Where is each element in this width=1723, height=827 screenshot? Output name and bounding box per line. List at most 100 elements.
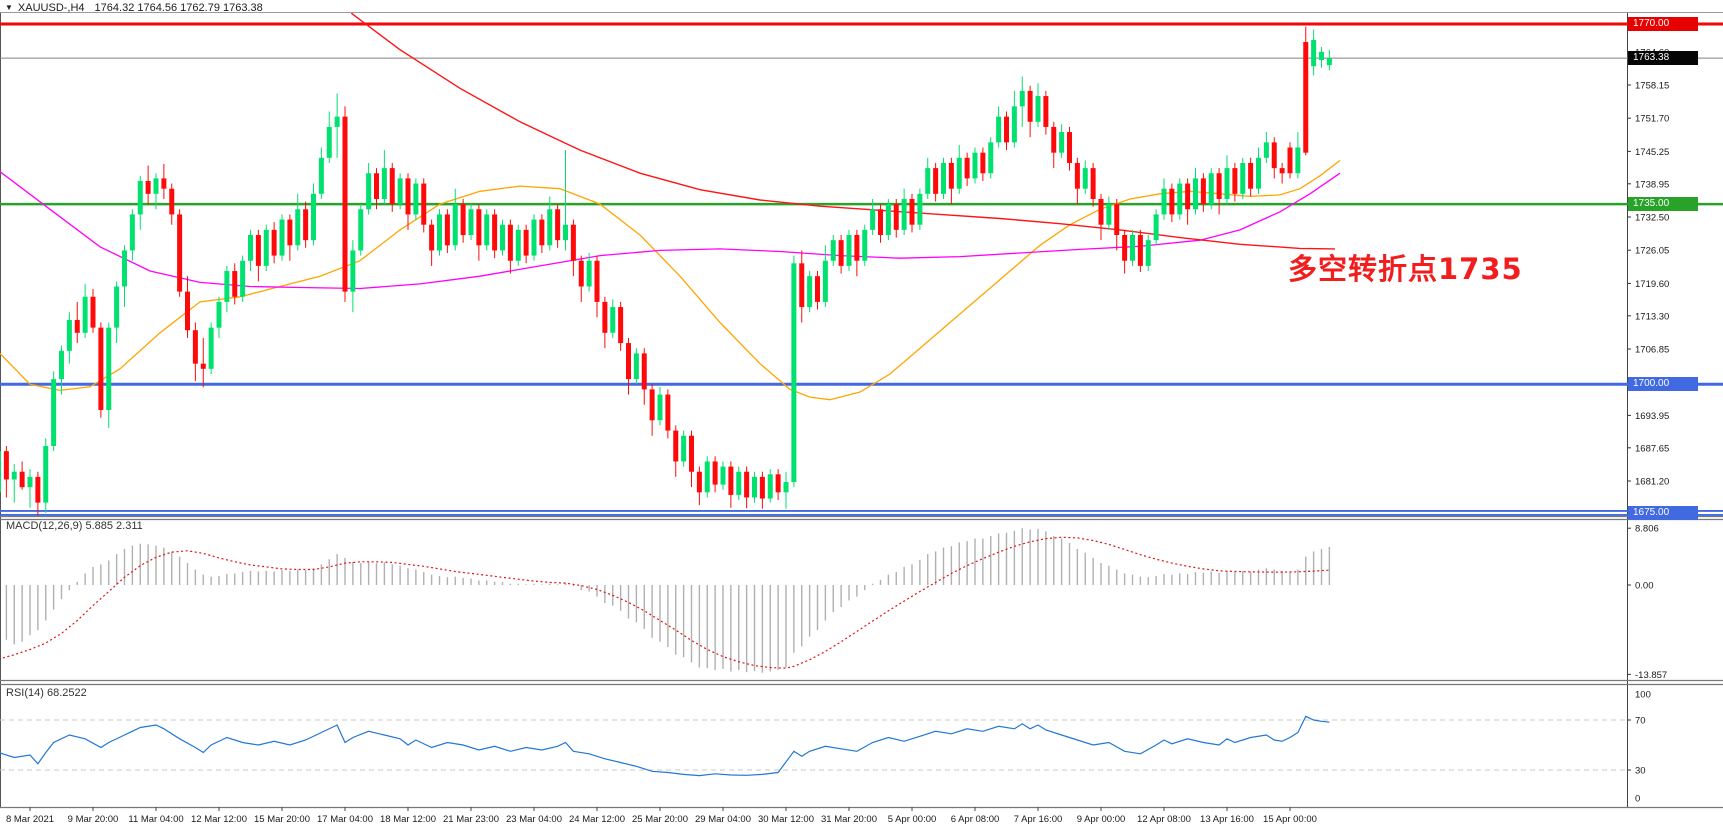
price-axis[interactable]: 1764.601758.151751.701745.251738.951732.…	[1627, 47, 1669, 805]
slow-ma-red	[350, 13, 1336, 250]
candle	[626, 337, 631, 395]
candle	[744, 466, 750, 509]
candle	[1130, 229, 1135, 266]
candle	[1216, 168, 1222, 215]
candle	[1035, 83, 1041, 127]
candle	[1074, 157, 1080, 205]
candle	[783, 471, 789, 509]
candle	[681, 430, 687, 467]
candle	[878, 204, 883, 243]
time-tick-label: 12 Mar 12:00	[191, 814, 247, 825]
horizontal-level-lines[interactable]	[0, 22, 1723, 516]
price-tick-label: 1738.95	[1635, 179, 1669, 190]
candle	[956, 144, 962, 194]
candle	[1082, 160, 1088, 194]
candle	[988, 137, 994, 179]
candle	[1004, 111, 1009, 151]
moving-averages	[0, 13, 1341, 401]
candle	[500, 219, 505, 256]
macd-tick-label: 0.00	[1635, 581, 1654, 592]
candle	[137, 175, 143, 230]
rsi-tick-label: 70	[1635, 716, 1646, 727]
candle	[421, 178, 427, 233]
price-tick-label: 1745.25	[1635, 147, 1669, 158]
candle	[870, 198, 876, 236]
candle	[224, 265, 230, 313]
candle	[366, 162, 372, 215]
candle	[665, 389, 671, 439]
candle	[153, 173, 159, 210]
candle	[1153, 209, 1159, 246]
price-tick-label: 1693.95	[1635, 411, 1669, 422]
candle	[618, 301, 624, 351]
candle	[563, 150, 568, 251]
candle	[122, 245, 127, 308]
candle	[759, 471, 765, 509]
candle	[689, 430, 694, 488]
candle	[649, 384, 655, 436]
candle	[736, 466, 742, 501]
candle	[925, 157, 931, 199]
candle	[19, 461, 25, 490]
candle	[633, 348, 639, 385]
price-tick-label: 1713.30	[1635, 311, 1669, 322]
candle	[358, 204, 364, 256]
time-tick-label: 9 Mar 20:00	[68, 814, 119, 825]
candle	[484, 209, 490, 251]
price-badge-1735: 1735.00	[1628, 197, 1698, 212]
candle	[185, 276, 190, 338]
candle	[1185, 178, 1191, 225]
candle	[728, 461, 734, 508]
candle	[1059, 124, 1065, 158]
ohlc-values: 1764.32 1764.56 1762.79 1763.38	[94, 2, 263, 14]
candle	[830, 235, 836, 266]
candle	[263, 224, 269, 272]
time-tick-label: 21 Mar 23:00	[443, 814, 499, 825]
candle	[397, 173, 403, 210]
symbol-dropdown-icon[interactable]: ▼	[5, 3, 13, 12]
candle	[1232, 162, 1238, 202]
candle	[531, 214, 537, 261]
candle	[1248, 157, 1254, 197]
candle	[374, 168, 379, 210]
candle	[941, 157, 946, 199]
candle	[1263, 132, 1269, 163]
candle	[594, 255, 600, 318]
candle	[114, 281, 120, 344]
candle	[996, 106, 1002, 148]
rsi-tick-label: 30	[1635, 766, 1646, 777]
candle	[1208, 168, 1214, 210]
candle	[11, 464, 17, 503]
candle	[815, 271, 820, 310]
candle	[807, 271, 813, 313]
mid-ma-magenta	[0, 171, 1341, 290]
chart-text-annotation[interactable]: 多空转折点1735	[1288, 252, 1523, 286]
candle	[1027, 85, 1033, 138]
candle	[43, 438, 49, 513]
candle	[192, 322, 198, 382]
candles-layer	[0, 26, 1332, 516]
time-axis[interactable]: 8 Mar 2021 9 Mar 20:00 11 Mar 04:00 12 Mar …	[6, 807, 1317, 825]
candle	[468, 204, 474, 241]
candle	[82, 283, 88, 338]
candle	[200, 337, 206, 388]
candle	[704, 456, 710, 498]
candle	[767, 469, 773, 503]
candle	[66, 312, 72, 364]
candle	[1098, 193, 1104, 241]
candle	[885, 198, 891, 241]
macd-tick-label: -13.857	[1635, 670, 1667, 681]
candle	[240, 255, 246, 302]
candle	[893, 198, 899, 238]
candle	[1279, 162, 1285, 184]
time-tick-label: 31 Mar 20:00	[821, 814, 877, 825]
candle	[822, 245, 828, 308]
rsi-tick-label: 0	[1635, 794, 1640, 805]
candle	[917, 188, 923, 230]
candle	[271, 222, 277, 264]
candle	[791, 255, 797, 488]
candle	[696, 466, 702, 506]
rsi-tick-label: 100	[1635, 690, 1651, 701]
